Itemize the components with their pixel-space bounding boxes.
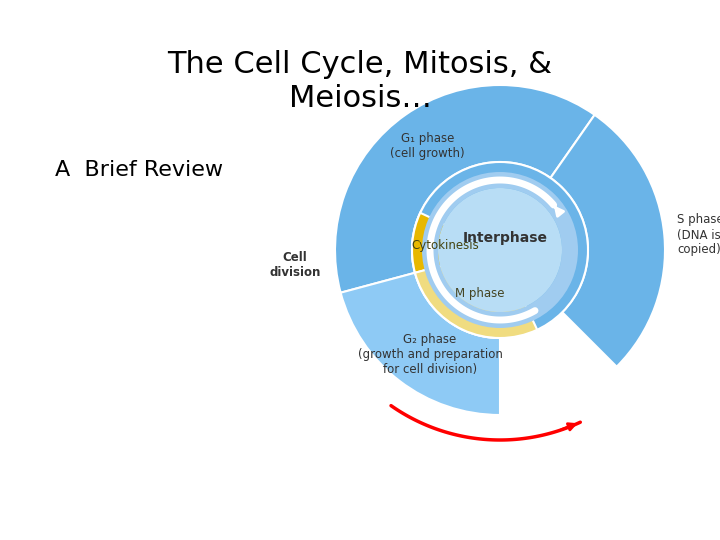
Circle shape — [438, 188, 562, 312]
Text: Cytokinesis: Cytokinesis — [412, 239, 480, 252]
Text: G₁ phase
(cell growth): G₁ phase (cell growth) — [390, 132, 464, 160]
Text: Interphase: Interphase — [462, 231, 547, 245]
Wedge shape — [412, 213, 500, 273]
Text: Cell
division: Cell division — [269, 251, 320, 279]
Wedge shape — [415, 250, 537, 338]
Text: M phase: M phase — [455, 287, 504, 300]
Text: The Cell Cycle, Mitosis, &
Meiosis…: The Cell Cycle, Mitosis, & Meiosis… — [168, 50, 552, 113]
Circle shape — [412, 162, 588, 338]
Wedge shape — [551, 115, 665, 367]
Wedge shape — [335, 85, 595, 293]
Text: S phase
(DNA is
copied): S phase (DNA is copied) — [677, 213, 720, 256]
Wedge shape — [341, 273, 500, 415]
Text: A  Brief Review: A Brief Review — [55, 160, 223, 180]
Text: G₂ phase
(growth and preparation
for cell division): G₂ phase (growth and preparation for cel… — [358, 333, 503, 376]
Wedge shape — [422, 172, 578, 328]
